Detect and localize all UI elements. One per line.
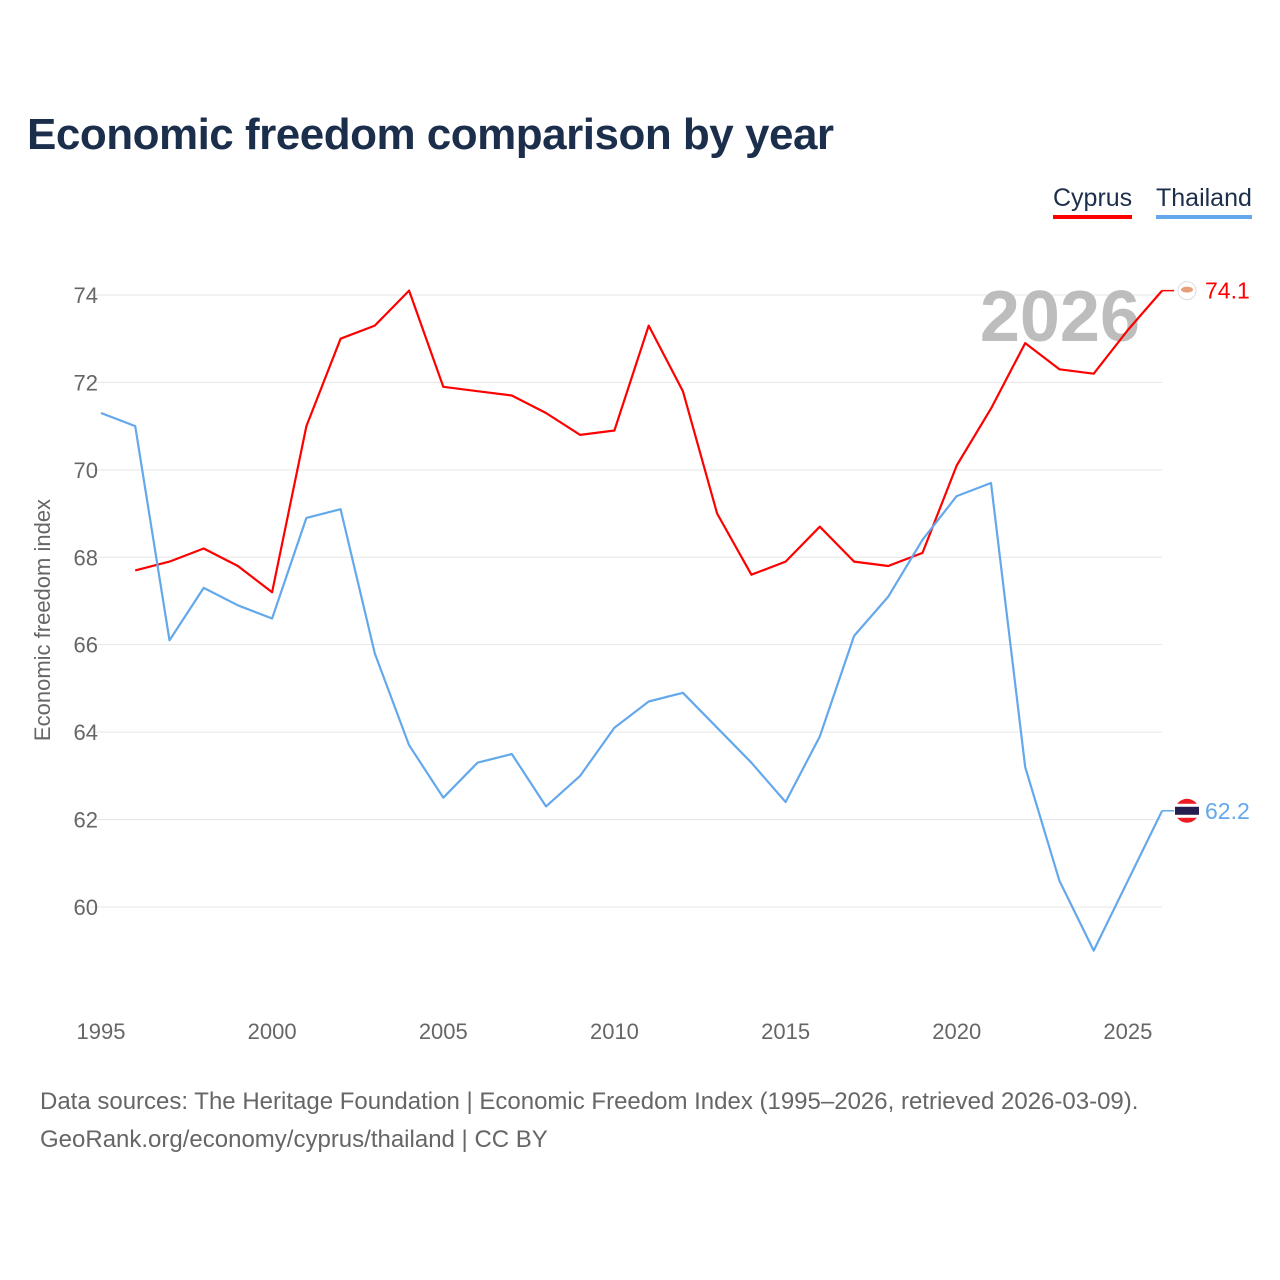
attribution-link[interactable]: GeoRank.org/economy/cyprus/thailand | CC… bbox=[40, 1126, 548, 1153]
year-watermark: 2026 bbox=[980, 277, 1140, 357]
data-source-note: Data sources: The Heritage Foundation | … bbox=[40, 1088, 1139, 1115]
thailand-flag-white bbox=[1175, 803, 1199, 818]
y-tick-label: 62 bbox=[74, 808, 98, 833]
y-tick-label: 72 bbox=[74, 370, 98, 395]
series-line-cyprus bbox=[134, 289, 1163, 594]
cyprus-flag-map bbox=[1181, 286, 1193, 293]
end-value-label: 62.2 bbox=[1205, 798, 1250, 824]
series-line-thailand bbox=[100, 411, 1164, 952]
legend-thailand[interactable]: Thailand bbox=[1156, 184, 1252, 219]
x-tick-label: 2005 bbox=[419, 1019, 468, 1044]
y-tick-label: 64 bbox=[74, 720, 98, 745]
thailand-flag-blue bbox=[1175, 806, 1199, 815]
x-tick-label: 2010 bbox=[590, 1019, 639, 1044]
y-axis-label: Economic freedom index bbox=[30, 499, 55, 741]
x-tick-label: 1995 bbox=[77, 1019, 126, 1044]
x-tick-label: 2020 bbox=[932, 1019, 981, 1044]
x-tick-label: 2025 bbox=[1103, 1019, 1152, 1044]
y-tick-label: 66 bbox=[74, 633, 98, 658]
y-tick-label: 60 bbox=[74, 895, 98, 920]
x-tick-label: 2000 bbox=[248, 1019, 297, 1044]
x-tick-label: 2015 bbox=[761, 1019, 810, 1044]
thailand-flag-icon bbox=[1175, 798, 1199, 823]
legend-cyprus[interactable]: Cyprus bbox=[1053, 184, 1133, 219]
chart-title: Economic freedom comparison by year bbox=[27, 110, 834, 159]
y-tick-label: 74 bbox=[74, 283, 98, 308]
end-value-label: 74.1 bbox=[1205, 278, 1250, 304]
cyprus-flag-icon bbox=[1177, 281, 1197, 301]
y-tick-label: 70 bbox=[74, 458, 98, 483]
y-tick-label: 68 bbox=[74, 545, 98, 570]
